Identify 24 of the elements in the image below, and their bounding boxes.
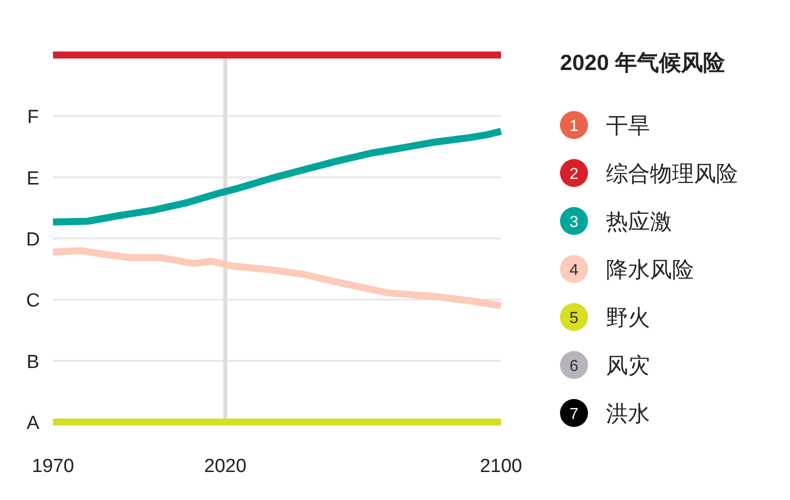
category-label: B	[26, 352, 40, 373]
text: 1	[570, 118, 579, 135]
legend-label: 综合物理风险	[606, 161, 738, 186]
legend-title: 2020 年气候风险	[560, 50, 726, 75]
legend-label: 降水风险	[606, 257, 694, 282]
x-tick-label: 1970	[32, 456, 74, 477]
legend-label: 干旱	[606, 113, 650, 138]
legend-label: 洪水	[606, 401, 650, 426]
x-tick-label: 2100	[480, 456, 522, 477]
text: 2	[570, 166, 579, 183]
legend-label: 热应激	[606, 209, 672, 234]
category-label: F	[27, 107, 39, 128]
category-label: E	[26, 168, 40, 190]
legend-label: 野火	[606, 305, 650, 330]
text: 5	[570, 310, 579, 327]
category-label: A	[26, 413, 40, 434]
text: 6	[570, 358, 579, 375]
text: 4	[570, 262, 579, 279]
text: 7	[570, 406, 579, 423]
text: 3	[570, 214, 579, 231]
x-tick-label: 2020	[204, 456, 246, 477]
category-label: D	[26, 230, 40, 250]
category-label: C	[26, 290, 40, 312]
legend-label: 风灾	[606, 353, 650, 378]
